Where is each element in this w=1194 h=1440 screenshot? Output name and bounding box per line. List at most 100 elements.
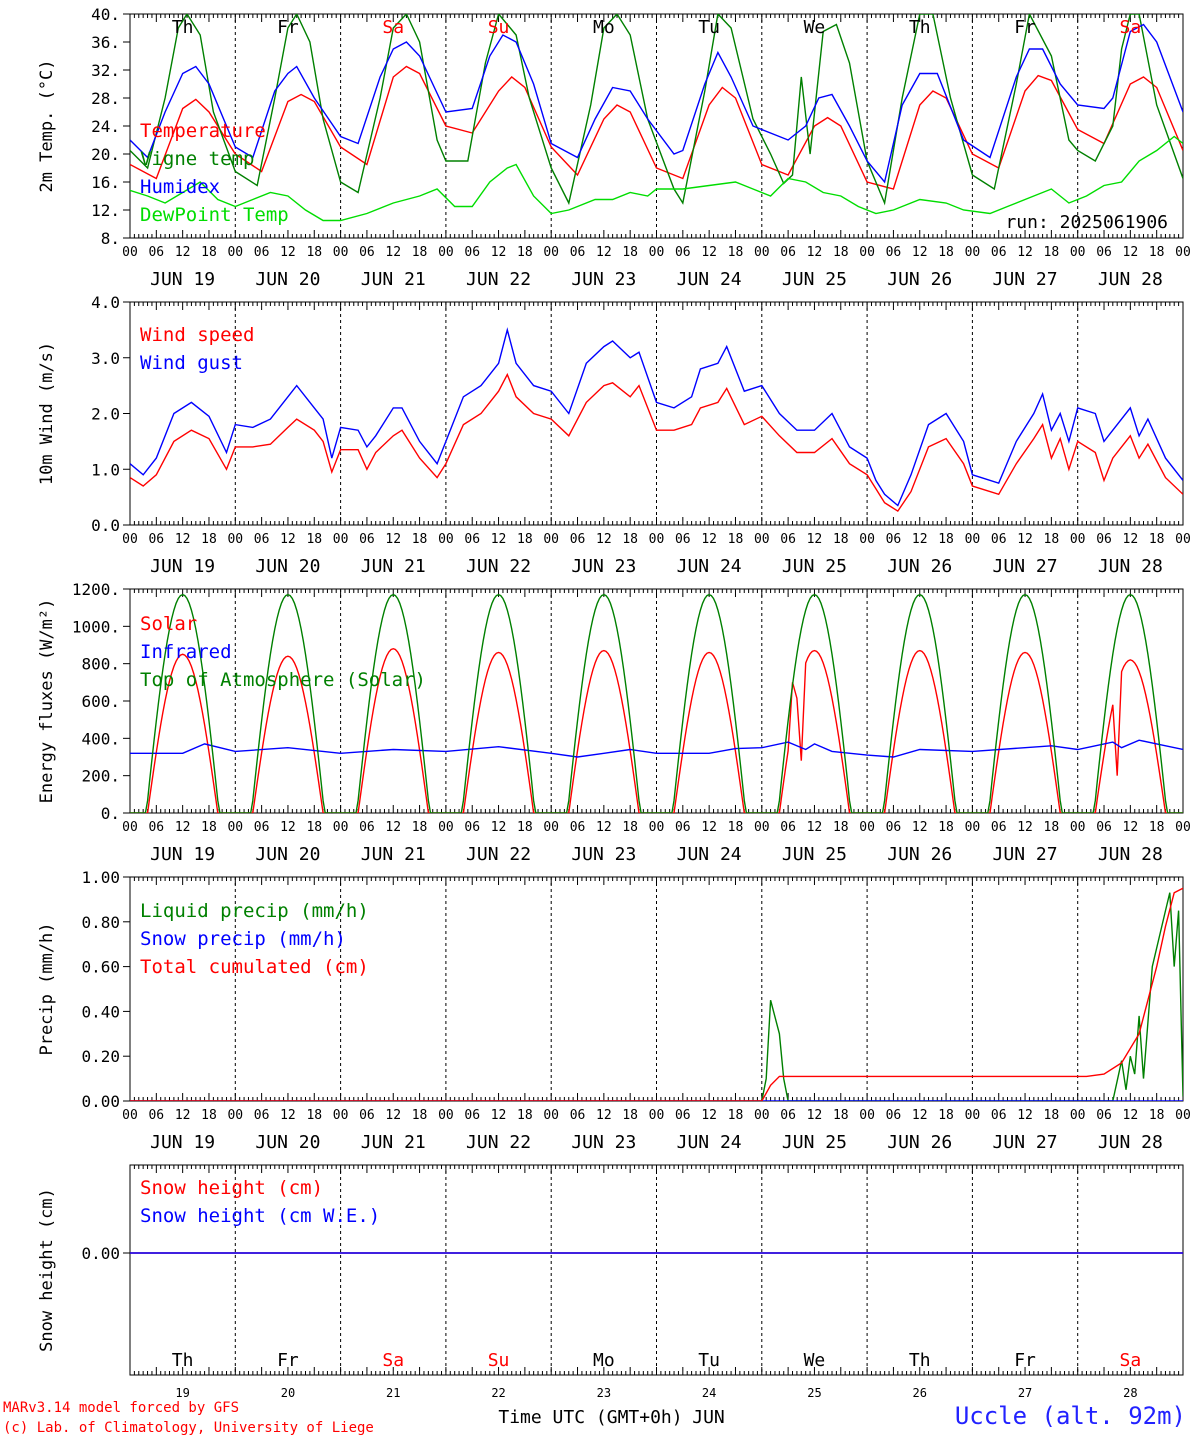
x-tick-label: 18	[728, 532, 744, 547]
x-tick-label: 12	[175, 245, 191, 260]
y-tick-label: 0.	[101, 804, 120, 823]
series-wind-speed	[130, 372, 1183, 513]
x-tick-label: 00	[543, 532, 559, 547]
x-tick-label: 12	[807, 820, 823, 835]
x-date-label: JUN 23	[571, 269, 636, 290]
y-tick-label: 0.00	[81, 1092, 120, 1111]
legend-entry: Snow precip (mm/h)	[140, 928, 346, 950]
legend-entry: Total cumulated (cm)	[140, 956, 369, 978]
y-tick-label: 0.80	[81, 913, 120, 932]
y-tick-label: 3.0	[91, 349, 120, 368]
series-liquid-precip-mm-h	[130, 892, 1183, 1101]
x-tick-label: 06	[886, 820, 902, 835]
x-date-label: JUN 21	[361, 844, 426, 865]
x-tick-label: 00	[965, 245, 981, 260]
x-tick-label: 06	[991, 820, 1007, 835]
hour-ticks	[129, 14, 1184, 238]
y-tick-label: 0.20	[81, 1047, 120, 1066]
y-tick-label: 2.0	[91, 405, 120, 424]
y-tick-label: 0.60	[81, 958, 120, 977]
x-date-label: JUN 21	[361, 1132, 426, 1153]
x-tick-label: 06	[148, 532, 164, 547]
panel-5: 0.00 Snow height (cm) Snow height (cm) Snow…	[37, 1164, 1184, 1376]
x-tick-label: 00	[1175, 532, 1191, 547]
y-tick-label: 800.	[81, 655, 120, 674]
x-tick-label: 18	[1044, 532, 1060, 547]
panel-1: 8. 12. 16. 20. 24. 28. 32. 36. 40. 2m Temp. (°C) 0…	[37, 5, 1191, 290]
x-date-label: JUN 24	[677, 1132, 742, 1153]
bottom-day-number: 22	[491, 1386, 505, 1400]
x-tick-label: 00	[1175, 820, 1191, 835]
bottom-day-number: 28	[1123, 1386, 1137, 1400]
x-date-label: JUN 26	[887, 844, 952, 865]
series-wind-gust	[130, 327, 1183, 507]
x-tick-label: 06	[570, 532, 586, 547]
x-tick-label: 00	[649, 532, 665, 547]
x-tick-label: 12	[807, 532, 823, 547]
x-tick-label: 06	[464, 1108, 480, 1123]
y-tick-label: 20.	[91, 145, 120, 164]
x-tick-label: 12	[912, 532, 928, 547]
y-tick-label: 0.00	[81, 1244, 120, 1263]
x-tick-label: 06	[359, 820, 375, 835]
y-tick-label: 40.	[91, 5, 120, 24]
bottom-weekday-label: Th	[172, 1350, 194, 1371]
legend-entry: Infrared	[140, 641, 232, 663]
series-total-cumulated-cm	[130, 887, 1183, 1101]
legend-entry: Wind gust	[140, 352, 243, 374]
hour-ticks	[129, 877, 1184, 1101]
x-tick-label: 12	[1123, 532, 1139, 547]
x-date-label: JUN 19	[150, 1132, 215, 1153]
x-tick-label: 00	[122, 532, 138, 547]
x-date-label: JUN 28	[1098, 1132, 1163, 1153]
x-axis-title: Time UTC (GMT+0h)	[498, 1407, 682, 1428]
y-tick-label: 36.	[91, 33, 120, 52]
hour-ticks	[129, 589, 1184, 813]
x-tick-label: 00	[543, 245, 559, 260]
x-tick-label: 18	[201, 532, 217, 547]
x-tick-label: 06	[464, 820, 480, 835]
x-tick-label: 00	[754, 532, 770, 547]
x-date-label: JUN 24	[677, 556, 742, 577]
x-tick-label: 18	[201, 245, 217, 260]
x-date-label: JUN 24	[677, 269, 742, 290]
y-tick-label: 400.	[81, 729, 120, 748]
x-tick-label: 12	[385, 1108, 401, 1123]
y-tick-label: 0.40	[81, 1002, 120, 1021]
legend-entry: Humidex	[140, 176, 220, 198]
x-tick-label: 18	[1044, 1108, 1060, 1123]
y-axis-label: Precip (mm/h)	[37, 922, 57, 1055]
x-date-label: JUN 26	[887, 269, 952, 290]
x-date-label: JUN 20	[255, 1132, 320, 1153]
y-tick-label: 1.00	[81, 868, 120, 887]
x-tick-label: 06	[886, 1108, 902, 1123]
x-tick-label: 12	[701, 245, 717, 260]
legend-entry: Top of Atmosphere (Solar)	[140, 669, 426, 691]
x-tick-label: 06	[148, 1108, 164, 1123]
x-tick-label: 00	[333, 820, 349, 835]
x-date-label: JUN 24	[677, 844, 742, 865]
x-tick-label: 18	[412, 245, 428, 260]
x-date-label: JUN 25	[782, 556, 847, 577]
x-date-label: JUN 20	[255, 269, 320, 290]
x-tick-label: 18	[412, 532, 428, 547]
x-tick-label: 18	[938, 245, 954, 260]
x-tick-label: 12	[1017, 1108, 1033, 1123]
x-tick-label: 06	[359, 532, 375, 547]
x-tick-label: 06	[991, 532, 1007, 547]
x-tick-label: 06	[1096, 532, 1112, 547]
x-tick-label: 00	[543, 820, 559, 835]
x-tick-label: 18	[728, 1108, 744, 1123]
x-tick-label: 00	[754, 245, 770, 260]
x-tick-label: 00	[649, 820, 665, 835]
x-tick-label: 00	[859, 820, 875, 835]
x-tick-label: 00	[333, 245, 349, 260]
x-date-label: JUN 25	[782, 844, 847, 865]
x-tick-label: 00	[965, 532, 981, 547]
legend-entry: Liquid precip (mm/h)	[140, 900, 369, 922]
x-date-label: JUN 22	[466, 844, 531, 865]
bottom-day-number: 26	[913, 1386, 927, 1400]
y-tick-label: 1200.	[72, 580, 120, 599]
legend-entry: Temperature	[140, 120, 266, 142]
x-tick-label: 18	[833, 532, 849, 547]
